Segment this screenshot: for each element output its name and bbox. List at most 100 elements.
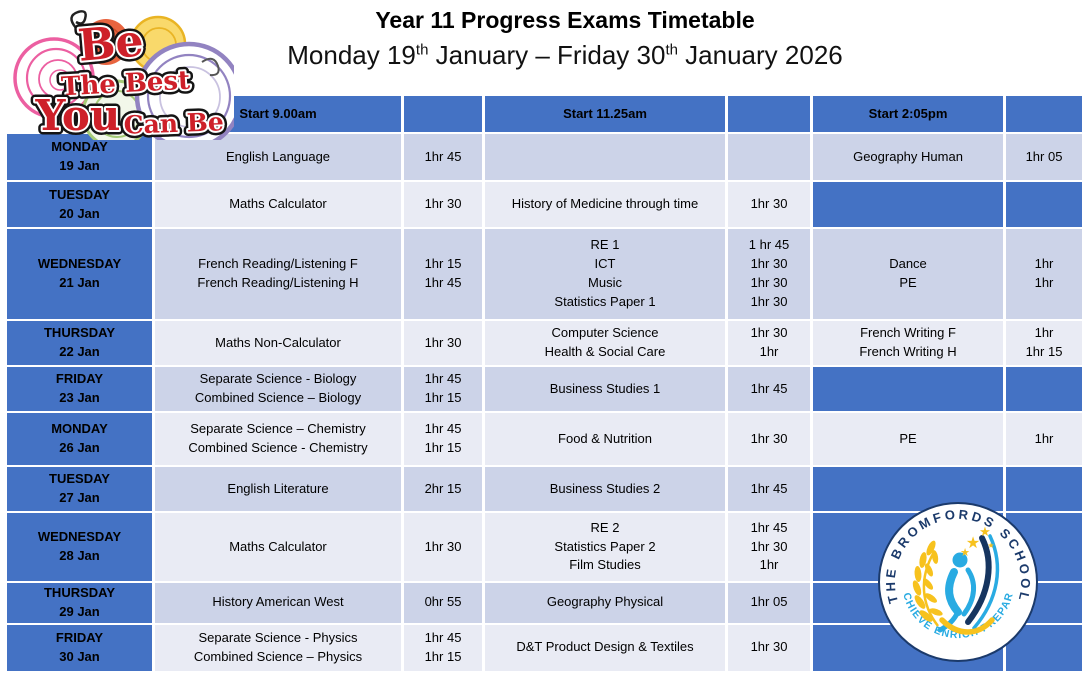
logo-word-be: Be (76, 15, 145, 71)
duration-cell-am: 2hr 15 (404, 467, 482, 511)
header-row: Start 9.00am Start 11.25am Start 2:05pm (7, 96, 1082, 132)
day-date: 19 Jan (59, 158, 100, 173)
day-date: 22 Jan (59, 344, 100, 359)
day-cell: MONDAY 19 Jan (7, 134, 152, 180)
day-date: 28 Jan (59, 548, 100, 563)
day-name: WEDNESDAY (37, 256, 122, 272)
day-date: 23 Jan (59, 390, 100, 405)
day-cell: WEDNESDAY 21 Jan (7, 229, 152, 319)
day-name: THURSDAY (43, 585, 116, 600)
exam-cell-mid: D&T Product Design & Textiles (485, 624, 725, 671)
exam-cell-pm-blocked (813, 182, 1003, 227)
day-cell: WEDNESDAY 28 Jan (7, 513, 152, 581)
exam-cell-am: French Reading/Listening F French Readin… (155, 229, 401, 319)
exam-cell-pm: Geography Human (813, 134, 1003, 180)
duration-cell-am: 1hr 30 (404, 182, 482, 227)
day-date: 29 Jan (59, 603, 100, 619)
day-date: 26 Jan (59, 440, 100, 455)
duration-cell-pm-blocked (1006, 367, 1082, 411)
be-the-best-logo: Be Be Be The Best The Best The Best You … (13, 10, 234, 140)
badge-figure (937, 534, 1000, 635)
duration-cell-pm: 1hr 1hr (1006, 229, 1082, 319)
duration-cell-pm: 1hr 1hr 15 (1006, 321, 1082, 365)
svg-text:★: ★ (966, 533, 980, 552)
duration-cell-am: 1hr 30 (404, 513, 482, 581)
day-cell: TUESDAY 20 Jan (7, 182, 152, 227)
day-name: WEDNESDAY (37, 529, 122, 545)
exam-cell-am: Maths Non-Calculator (155, 321, 401, 365)
date-range-subtitle: Monday 19th January – Friday 30th Januar… (150, 39, 980, 73)
duration-cell-am: 1hr 15 1hr 45 (404, 229, 482, 319)
logo-swirls (13, 10, 234, 140)
logo-word-the-best: The Best (60, 66, 190, 103)
duration-cell-mid: 1hr 45 (728, 467, 810, 511)
day-cell: FRIDAY 23 Jan (7, 367, 152, 411)
duration-cell-mid: 1hr 30 (728, 413, 810, 465)
duration-cell-mid: 1hr 05 (728, 583, 810, 623)
slot-header-spacer (1006, 96, 1082, 132)
day-cell: MONDAY 26 Jan (7, 413, 152, 465)
exam-cell-am: Separate Science – Chemistry Combined Sc… (155, 413, 401, 465)
logo-word-can-be: Can Be (123, 107, 224, 139)
badge-circle (878, 502, 1038, 662)
table-row: MONDAY 19 Jan English Language 1hr 45 Geo… (7, 134, 1082, 180)
duration-cell-pm: 1hr 05 (1006, 134, 1082, 180)
duration-cell-mid: 1hr 30 1hr (728, 321, 810, 365)
exam-cell-am: Separate Science - Biology Combined Scie… (155, 367, 401, 411)
badge-wheat-branch (912, 540, 943, 627)
timetable: Start 9.00am Start 11.25am Start 2:05pm … (4, 94, 1085, 673)
duration-cell-am: 0hr 55 (404, 583, 482, 623)
exam-cell-am: History American West (155, 583, 401, 623)
table-row: TUESDAY 27 Jan English Literature 2hr 15 … (7, 467, 1082, 511)
slot-header-1125am: Start 11.25am (485, 96, 725, 132)
day-name: FRIDAY (55, 629, 104, 645)
table-row: FRIDAY 23 Jan Separate Science - Biology … (7, 367, 1082, 411)
subtitle-ordinal: th (415, 41, 429, 59)
duration-cell-mid: 1hr 30 (728, 182, 810, 227)
exam-cell-pm: Dance PE (813, 229, 1003, 319)
bromfords-school-badge: THE BROMFORDS SCHOOL ACHIEVE ENRICH PREP… (876, 496, 1038, 662)
day-name: THURSDAY (43, 325, 116, 341)
duration-cell-am: 1hr 45 1hr 15 (404, 367, 482, 411)
day-cell: THURSDAY 29 Jan (7, 583, 152, 623)
exam-cell-mid: History of Medicine through time (485, 182, 725, 227)
table-row: WEDNESDAY 21 Jan French Reading/Listening… (7, 229, 1082, 319)
exam-cell-am: Maths Calculator (155, 513, 401, 581)
table-row: TUESDAY 20 Jan Maths Calculator 1hr 30 Hi… (7, 182, 1082, 227)
subtitle-text: January – Friday 30 (428, 39, 666, 70)
duration-cell-pm-blocked (1006, 182, 1082, 227)
duration-cell-am: 1hr 45 (404, 134, 482, 180)
duration-cell-mid: 1hr 45 1hr 30 1hr (728, 513, 810, 581)
table-row: THURSDAY 22 Jan Maths Non-Calculator 1hr … (7, 321, 1082, 365)
exam-cell-am: Separate Science - Physics Combined Scie… (155, 624, 401, 671)
table-row: MONDAY 26 Jan Separate Science – Chemistr… (7, 413, 1082, 465)
exam-cell-am: Maths Calculator (155, 182, 401, 227)
duration-cell-mid (728, 134, 810, 180)
title-block: Year 11 Progress Exams Timetable Monday … (150, 6, 980, 73)
logo-word-you: You (35, 91, 121, 140)
day-cell: FRIDAY 30 Jan (7, 624, 152, 671)
day-date: 27 Jan (59, 490, 100, 505)
subtitle-text: Monday 19 (287, 39, 416, 70)
duration-cell-am: 1hr 30 (404, 321, 482, 365)
exam-cell-mid: RE 2 Statistics Paper 2 Film Studies (485, 513, 725, 581)
day-date: 30 Jan (59, 648, 100, 664)
duration-cell-mid: 1 hr 45 1hr 30 1hr 30 1hr 30 (728, 229, 810, 319)
exam-cell-pm: PE (813, 413, 1003, 465)
subtitle-text: January 2026 (677, 39, 843, 70)
badge-stars: ★ ★ ★ ★ (960, 525, 995, 559)
curl-accent (137, 119, 156, 133)
curl-accent (201, 57, 220, 77)
logo-word-you: You (35, 91, 121, 140)
logo-word-can-be: Can Be (123, 107, 224, 139)
svg-text:★: ★ (987, 541, 994, 550)
day-date: 20 Jan (59, 205, 100, 221)
exam-cell-mid: Food & Nutrition (485, 413, 725, 465)
duration-cell-am: 1hr 45 1hr 15 (404, 624, 482, 671)
duration-cell-pm: 1hr (1006, 413, 1082, 465)
day-cell: TUESDAY 27 Jan (7, 467, 152, 511)
logo-word-the-best: The Best (60, 66, 190, 103)
duration-cell-mid: 1hr 30 (728, 624, 810, 671)
logo-word-be: Be (76, 15, 145, 71)
svg-text:★: ★ (960, 546, 970, 559)
